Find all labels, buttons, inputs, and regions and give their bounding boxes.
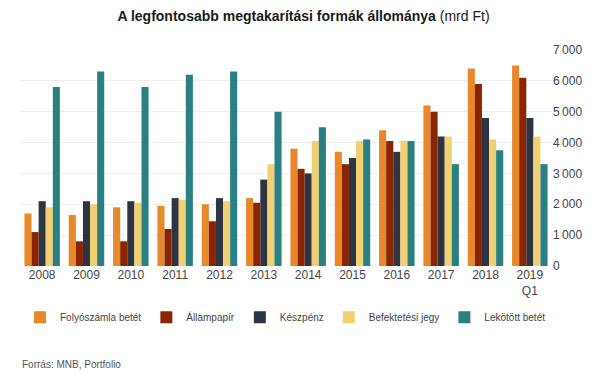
- svg-text:4 000: 4 000: [553, 136, 582, 150]
- svg-text:7 000: 7 000: [553, 43, 582, 57]
- svg-text:A legfontosabb megtakarítási f: A legfontosabb megtakarítási formák állo…: [117, 8, 489, 24]
- svg-text:2017: 2017: [428, 268, 455, 282]
- svg-text:2 000: 2 000: [553, 197, 582, 211]
- svg-text:1 000: 1 000: [553, 228, 582, 242]
- svg-text:2011: 2011: [162, 268, 188, 282]
- svg-text:Készpénz: Készpénz: [280, 312, 324, 323]
- svg-text:6 000: 6 000: [553, 74, 582, 88]
- svg-text:2016: 2016: [383, 268, 410, 282]
- svg-text:2013: 2013: [250, 268, 277, 282]
- svg-text:5 000: 5 000: [553, 105, 582, 119]
- svg-text:Forrás: MNB, Portfolio: Forrás: MNB, Portfolio: [22, 359, 121, 370]
- svg-text:Állampapír: Állampapír: [186, 311, 234, 323]
- svg-text:3 000: 3 000: [553, 167, 582, 181]
- svg-text:2014: 2014: [295, 268, 322, 282]
- svg-text:2012: 2012: [206, 268, 233, 282]
- svg-text:0: 0: [553, 259, 560, 273]
- svg-text:Lekötött betét: Lekötött betét: [484, 312, 545, 323]
- svg-text:Befektetési jegy: Befektetési jegy: [369, 312, 440, 323]
- svg-text:2019Q1: 2019Q1: [516, 268, 543, 298]
- svg-text:2015: 2015: [339, 268, 366, 282]
- svg-text:2018: 2018: [472, 268, 499, 282]
- svg-text:2008: 2008: [29, 268, 56, 282]
- svg-text:2010: 2010: [117, 268, 144, 282]
- svg-text:Folyószámla betét: Folyószámla betét: [60, 312, 141, 323]
- svg-text:2009: 2009: [73, 268, 100, 282]
